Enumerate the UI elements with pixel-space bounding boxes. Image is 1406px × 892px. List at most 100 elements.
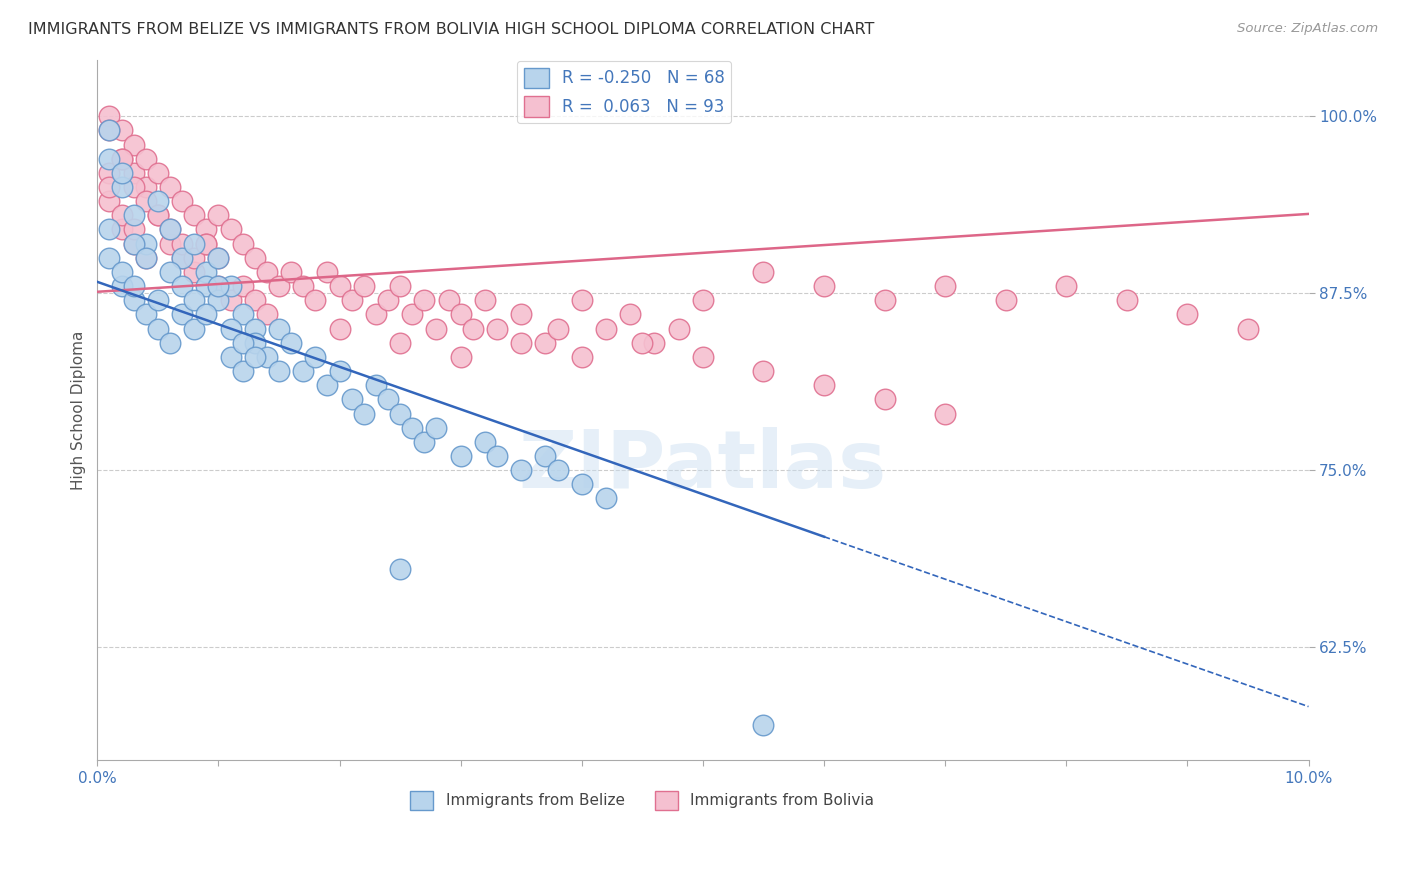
Point [110, 166, 132, 180]
Point [752, 718, 775, 732]
Point [389, 407, 412, 421]
Point [304, 293, 326, 308]
Point [135, 194, 157, 209]
Point [292, 279, 315, 293]
Point [207, 279, 229, 293]
Point [219, 293, 242, 308]
Point [183, 208, 205, 222]
Text: IMMIGRANTS FROM BELIZE VS IMMIGRANTS FROM BOLIVIA HIGH SCHOOL DIPLOMA CORRELATIO: IMMIGRANTS FROM BELIZE VS IMMIGRANTS FRO… [28, 22, 875, 37]
Point [534, 335, 557, 350]
Point [98, 152, 121, 166]
Point [110, 279, 132, 293]
Point [377, 293, 399, 308]
Point [122, 236, 145, 251]
Point [146, 208, 169, 222]
Point [377, 392, 399, 407]
Point [98, 180, 121, 194]
Point [159, 180, 181, 194]
Point [873, 392, 896, 407]
Point [1237, 321, 1260, 335]
Point [207, 251, 229, 265]
Point [183, 236, 205, 251]
Point [267, 321, 290, 335]
Point [461, 321, 484, 335]
Y-axis label: High School Diploma: High School Diploma [72, 330, 86, 490]
Point [329, 321, 352, 335]
Point [98, 222, 121, 236]
Point [243, 350, 266, 364]
Point [643, 335, 665, 350]
Point [813, 378, 835, 392]
Point [159, 236, 181, 251]
Point [146, 293, 169, 308]
Point [547, 463, 569, 477]
Point [389, 279, 412, 293]
Text: Source: ZipAtlas.com: Source: ZipAtlas.com [1237, 22, 1378, 36]
Point [159, 222, 181, 236]
Point [98, 166, 121, 180]
Point [292, 364, 315, 378]
Point [219, 350, 242, 364]
Point [98, 123, 121, 137]
Point [232, 279, 254, 293]
Point [232, 308, 254, 322]
Point [474, 434, 496, 449]
Point [172, 194, 194, 209]
Point [304, 350, 326, 364]
Point [232, 236, 254, 251]
Point [135, 236, 157, 251]
Point [159, 222, 181, 236]
Point [752, 265, 775, 279]
Point [207, 208, 229, 222]
Point [934, 407, 956, 421]
Point [195, 279, 218, 293]
Point [413, 293, 436, 308]
Point [195, 308, 218, 322]
Point [401, 420, 423, 434]
Point [122, 137, 145, 152]
Point [474, 293, 496, 308]
Point [813, 279, 835, 293]
Point [340, 392, 363, 407]
Point [353, 407, 375, 421]
Point [122, 166, 145, 180]
Point [122, 222, 145, 236]
Point [122, 293, 145, 308]
Point [159, 265, 181, 279]
Point [195, 265, 218, 279]
Point [207, 251, 229, 265]
Point [159, 335, 181, 350]
Point [183, 293, 205, 308]
Legend: Immigrants from Belize, Immigrants from Bolivia: Immigrants from Belize, Immigrants from … [405, 785, 880, 816]
Point [1115, 293, 1137, 308]
Point [110, 208, 132, 222]
Point [135, 152, 157, 166]
Point [267, 279, 290, 293]
Point [316, 378, 339, 392]
Point [486, 321, 509, 335]
Point [172, 279, 194, 293]
Point [183, 265, 205, 279]
Point [340, 293, 363, 308]
Point [364, 308, 387, 322]
Point [195, 236, 218, 251]
Point [172, 236, 194, 251]
Point [873, 293, 896, 308]
Point [267, 364, 290, 378]
Point [668, 321, 690, 335]
Point [146, 194, 169, 209]
Point [329, 279, 352, 293]
Point [232, 335, 254, 350]
Point [571, 477, 593, 491]
Point [425, 321, 447, 335]
Point [183, 321, 205, 335]
Point [207, 293, 229, 308]
Point [135, 308, 157, 322]
Point [595, 491, 617, 506]
Point [110, 222, 132, 236]
Point [183, 251, 205, 265]
Point [122, 279, 145, 293]
Point [98, 251, 121, 265]
Point [1177, 308, 1199, 322]
Point [1054, 279, 1077, 293]
